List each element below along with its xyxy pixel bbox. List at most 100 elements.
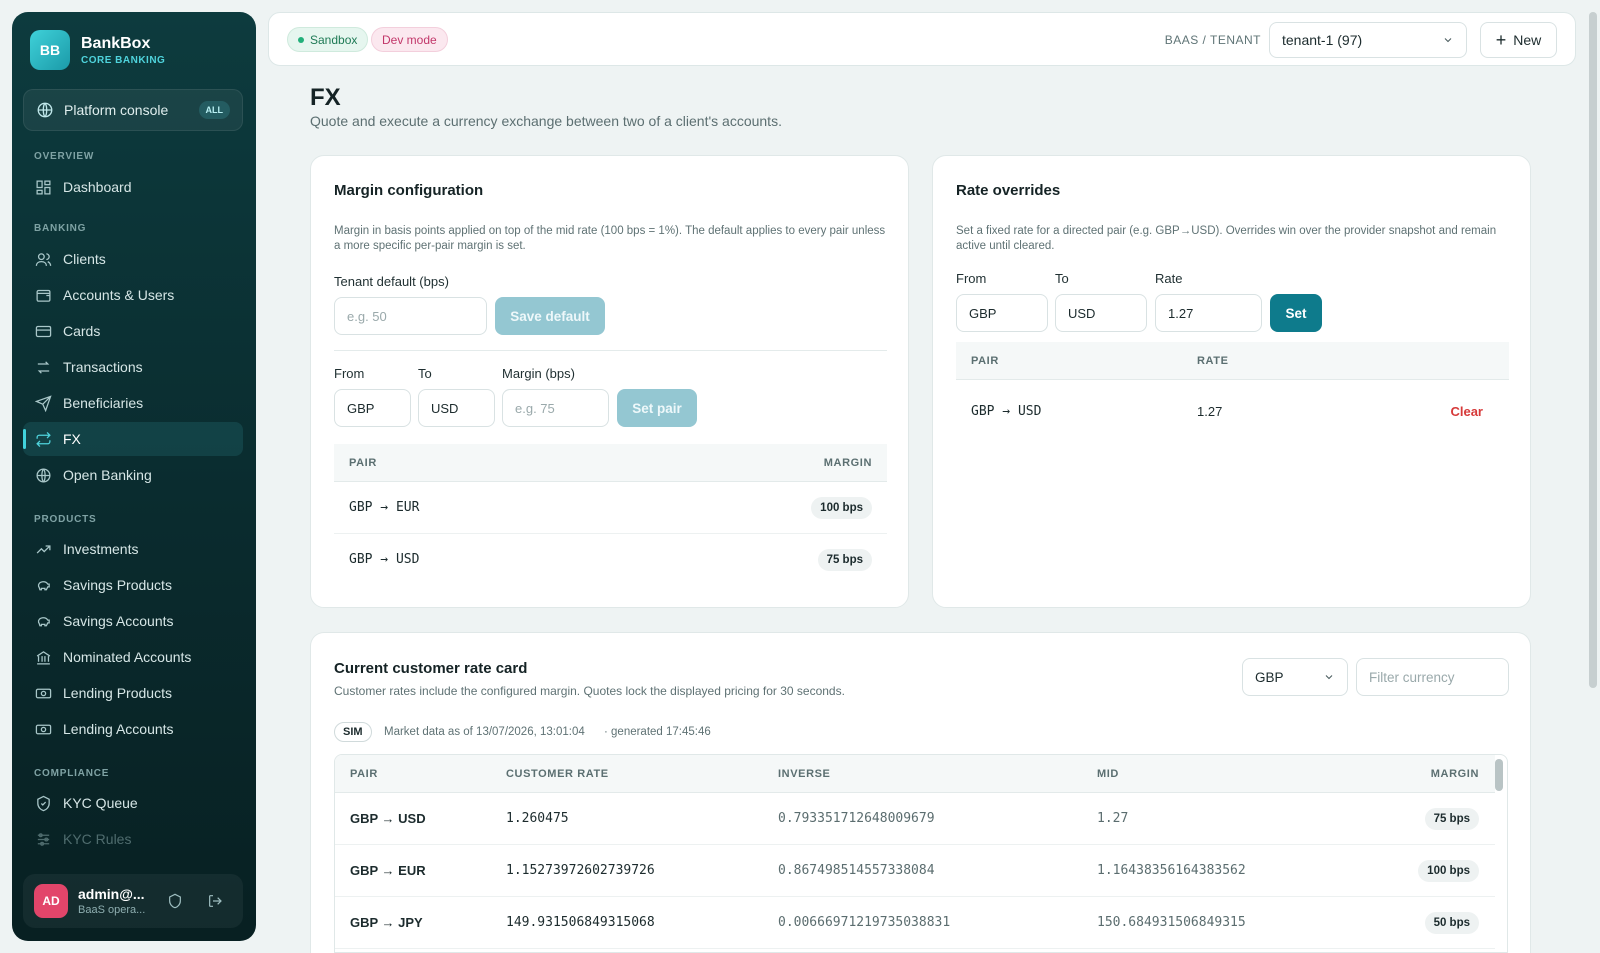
status-dot-icon xyxy=(298,36,304,43)
sidebar-item-dashboard[interactable]: Dashboard xyxy=(23,170,243,204)
margin-to-select[interactable]: USD xyxy=(418,389,495,427)
sidebar-item-label: Accounts & Users xyxy=(63,287,175,303)
sidebar-item-cards[interactable]: Cards xyxy=(23,314,243,348)
set-pair-button[interactable]: Set pair xyxy=(617,389,697,427)
table-row: GBP → USD 1.260475 0.793351712648009679 … xyxy=(335,793,1495,845)
margin-card-title: Margin configuration xyxy=(334,182,484,199)
nav-section-products: PRODUCTS xyxy=(34,514,97,525)
plus-icon: + xyxy=(1495,30,1507,50)
sidebar-item-open-banking[interactable]: Open Banking xyxy=(23,458,243,492)
sandbox-label: Sandbox xyxy=(310,32,358,47)
rate-overrides-card: Rate overrides Set a fixed rate for a di… xyxy=(932,155,1531,608)
brand[interactable]: BB BankBox CORE BANKING xyxy=(30,30,165,70)
brand-name: BankBox xyxy=(81,34,151,52)
base-currency-select[interactable]: GBP xyxy=(1242,658,1348,696)
set-override-button[interactable]: Set xyxy=(1270,294,1322,332)
sidebar-item-savings-accounts[interactable]: Savings Accounts xyxy=(23,604,243,638)
sidebar-item-label: Beneficiaries xyxy=(63,395,144,411)
dev-mode-label: Dev mode xyxy=(382,32,437,47)
page-title: FX xyxy=(310,84,341,111)
sidebar-item-investments[interactable]: Investments xyxy=(23,532,243,566)
rate-card-title: Current customer rate card xyxy=(334,660,528,677)
margin-bps-label: Margin (bps) xyxy=(502,366,575,381)
banknote-icon xyxy=(35,688,52,698)
sidebar-item-label: Open Banking xyxy=(63,467,152,483)
tenant-select-value: tenant-1 (97) xyxy=(1282,32,1363,48)
table-scrollbar[interactable] xyxy=(1495,759,1503,791)
piggy-bank-icon xyxy=(37,616,50,626)
sidebar-item-label: Cards xyxy=(63,323,101,339)
sidebar-item-beneficiaries[interactable]: Beneficiaries xyxy=(23,386,243,420)
pair-cell: GBP → USD xyxy=(350,811,426,826)
globe-icon xyxy=(36,467,51,483)
bank-icon xyxy=(36,650,51,665)
tenant-default-input[interactable]: e.g. 50 xyxy=(334,297,487,335)
shield-icon[interactable] xyxy=(167,893,183,909)
divider xyxy=(334,350,887,351)
card-icon xyxy=(35,325,52,337)
sidebar-item-kyc-rules[interactable]: KYC Rules xyxy=(23,822,243,856)
override-to-select[interactable]: USD xyxy=(1055,294,1147,332)
user-name: admin@... xyxy=(78,886,145,902)
rate-card-table: PAIR CUSTOMER RATE INVERSE MID MARGIN GB… xyxy=(334,754,1508,953)
sidebar-item-clients[interactable]: Clients xyxy=(23,242,243,276)
save-default-button[interactable]: Save default xyxy=(495,297,605,335)
base-currency-value: GBP xyxy=(1255,669,1284,685)
sidebar-item-fx[interactable]: FX xyxy=(23,422,243,456)
col-pair: PAIR xyxy=(971,355,999,367)
sidebar-item-accounts-users[interactable]: Accounts & Users xyxy=(23,278,243,312)
user-role: BaaS opera... xyxy=(78,904,146,916)
user-card[interactable]: AD admin@... BaaS opera... xyxy=(23,874,243,928)
page-scrollbar[interactable] xyxy=(1589,12,1597,688)
sidebar-item-nominated-accounts[interactable]: Nominated Accounts xyxy=(23,640,243,674)
sidebar-item-transactions[interactable]: Transactions xyxy=(23,350,243,384)
top-bar: Sandbox Dev mode BAAS / TENANT tenant-1 … xyxy=(268,12,1576,66)
margin-from-select[interactable]: GBP xyxy=(334,389,411,427)
sim-badge: SIM xyxy=(334,722,372,742)
exchange-icon xyxy=(36,431,51,447)
sidebar-item-kyc-queue[interactable]: KYC Queue xyxy=(23,786,243,820)
customer-rate-cell: 149.931506849315068 xyxy=(506,915,655,930)
filter-currency-input[interactable]: Filter currency xyxy=(1356,658,1509,696)
clear-override-link[interactable]: Clear xyxy=(1450,404,1483,419)
customer-rate-cell: 1.260475 xyxy=(506,811,569,826)
dashboard-icon xyxy=(36,179,51,195)
pair-cell: GBP → USD xyxy=(349,552,420,567)
margin-chip: 100 bps xyxy=(811,497,872,519)
sidebar-item-savings-products[interactable]: Savings Products xyxy=(23,568,243,602)
platform-console-button[interactable]: Platform console ALL xyxy=(23,89,243,131)
inverse-cell: 0.00666971219735038831 xyxy=(778,915,951,930)
inverse-cell: 0.793351712648009679 xyxy=(778,811,935,826)
generated-timestamp: · generated 17:45:46 xyxy=(604,726,711,738)
pair-cell: GBP → JPY xyxy=(350,915,423,930)
brand-logo: BB xyxy=(30,30,70,70)
override-from-select[interactable]: GBP xyxy=(956,294,1048,332)
brand-subtitle: CORE BANKING xyxy=(81,54,166,66)
transfer-icon xyxy=(37,360,50,374)
sidebar-item-label: Clients xyxy=(63,251,106,267)
logout-icon[interactable] xyxy=(207,893,223,909)
dev-mode-badge: Dev mode xyxy=(371,27,448,52)
table-row: GBP → USD 75 bps xyxy=(334,534,887,586)
table-row: GBP → EUR 100 bps xyxy=(334,482,887,534)
margin-bps-input[interactable]: e.g. 75 xyxy=(502,389,609,427)
rate-cell: 1.27 xyxy=(1197,404,1223,419)
mid-cell: 150.684931506849315 xyxy=(1097,915,1246,930)
margin-table-header: PAIR MARGIN xyxy=(334,444,887,482)
sidebar-item-label: Investments xyxy=(63,541,139,557)
nav-section-overview: OVERVIEW xyxy=(34,151,95,162)
col-rate: RATE xyxy=(1197,355,1229,367)
chevron-down-icon xyxy=(1444,38,1452,43)
sidebar-item-lending-accounts[interactable]: Lending Accounts xyxy=(23,712,243,746)
new-button-label: New xyxy=(1513,32,1542,48)
pair-cell: GBP → USD xyxy=(971,404,1042,419)
override-rate-input[interactable]: 1.27 xyxy=(1155,294,1262,332)
tenant-select[interactable]: tenant-1 (97) xyxy=(1269,22,1467,58)
sliders-icon xyxy=(37,832,50,846)
sidebar-item-label: KYC Queue xyxy=(63,795,138,811)
sidebar-item-lending-products[interactable]: Lending Products xyxy=(23,676,243,710)
new-button[interactable]: + New xyxy=(1480,22,1557,58)
sidebar-item-label: Transactions xyxy=(63,359,143,375)
col-margin: MARGIN xyxy=(823,457,872,469)
from-label: From xyxy=(334,366,365,381)
